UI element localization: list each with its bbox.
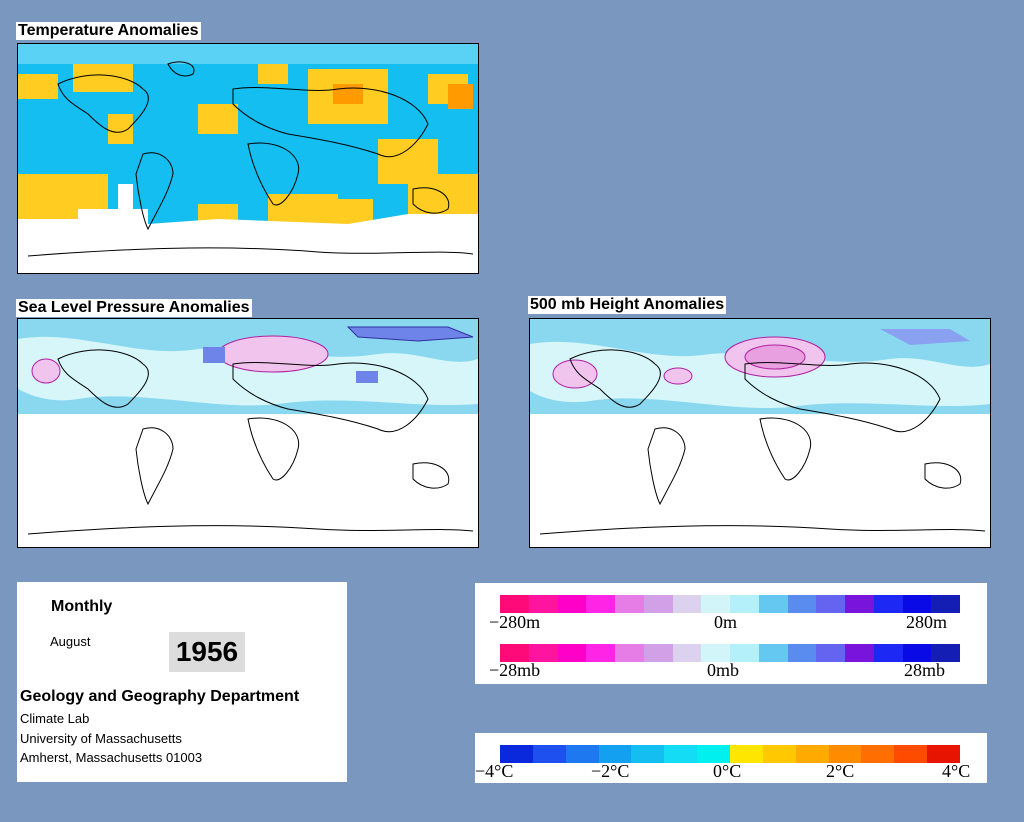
height-swatch-3	[586, 595, 615, 613]
pressure-label-max: 28mb	[904, 660, 946, 680]
temp-swatch-1	[532, 745, 566, 763]
height-swatch-8	[730, 595, 759, 613]
height-swatch-1	[528, 595, 558, 613]
address-label: Amherst, Massachusetts 01003	[20, 750, 203, 765]
height-swatch-2	[557, 595, 587, 613]
pressure-swatch-2	[557, 644, 587, 662]
temp-label-4: 4°C	[942, 761, 971, 781]
pressure-colorbar	[500, 644, 960, 662]
height-swatch-11	[816, 595, 845, 613]
temp-swatch-0	[500, 745, 533, 763]
pressure-swatch-12	[845, 644, 874, 662]
height-pressure-legend: −280m 0m 280m −28mb 0mb 28mb	[475, 583, 987, 684]
pressure-swatch-4	[615, 644, 644, 662]
pressure-swatch-15	[931, 644, 960, 662]
temperature-map	[17, 43, 479, 274]
height-swatch-7	[701, 595, 730, 613]
temp-swatch-7	[730, 745, 763, 763]
period-label: Monthly	[51, 598, 113, 615]
pressure-swatch-13	[873, 644, 903, 662]
height-colorbar	[500, 595, 960, 613]
temp-swatch-12	[894, 745, 928, 763]
temp-label-0: −4°C	[475, 761, 514, 781]
pressure-swatch-9	[758, 644, 788, 662]
pressure-swatch-10	[787, 644, 817, 662]
temp-swatch-5	[664, 745, 698, 763]
height-swatch-4	[615, 595, 644, 613]
temp-swatch-11	[861, 745, 895, 763]
temperature-legend: −4°C −2°C 0°C 2°C 4°C	[475, 733, 987, 783]
pressure-swatch-3	[586, 644, 615, 662]
info-panel: Monthly August 1956 Geology and Geograph…	[17, 582, 347, 782]
temp-swatch-9	[795, 745, 829, 763]
year-label: 1956	[169, 632, 245, 672]
pressure-label-min: −28mb	[489, 660, 541, 680]
temp-swatch-8	[762, 745, 796, 763]
height-swatch-15	[931, 595, 960, 613]
height-swatch-5	[643, 595, 673, 613]
pressure-swatch-1	[528, 644, 558, 662]
height-swatch-14	[902, 595, 932, 613]
temp-label-1: −2°C	[591, 761, 630, 781]
pressure-swatch-7	[701, 644, 730, 662]
height-swatch-13	[873, 595, 903, 613]
university-label: University of Massachusetts	[20, 731, 182, 746]
temp-swatch-6	[697, 745, 731, 763]
slp-map	[17, 318, 479, 548]
department-label: Geology and Geography Department	[20, 688, 300, 705]
height-map	[529, 318, 991, 548]
temp-swatch-2	[565, 745, 599, 763]
temp-swatch-10	[828, 745, 862, 763]
month-label: August	[50, 634, 91, 649]
height-swatch-12	[845, 595, 874, 613]
temp-label-2: 0°C	[713, 761, 742, 781]
height-label-max: 280m	[906, 612, 948, 632]
pressure-swatch-6	[672, 644, 702, 662]
height-swatch-6	[672, 595, 702, 613]
pressure-swatch-5	[643, 644, 673, 662]
temperature-map-title: Temperature Anomalies	[16, 22, 201, 40]
temp-swatch-4	[631, 745, 665, 763]
temp-label-3: 2°C	[826, 761, 855, 781]
height-label-min: −280m	[489, 612, 541, 632]
pressure-swatch-0	[500, 644, 529, 662]
pressure-swatch-8	[730, 644, 759, 662]
slp-map-title: Sea Level Pressure Anomalies	[16, 299, 252, 317]
lab-label: Climate Lab	[20, 711, 90, 726]
pressure-swatch-11	[816, 644, 845, 662]
temperature-colorbar	[500, 745, 961, 763]
temp-swatch-13	[927, 745, 961, 763]
pressure-label-mid: 0mb	[707, 660, 740, 680]
temp-swatch-3	[598, 745, 632, 763]
height-swatch-9	[758, 595, 788, 613]
pressure-swatch-14	[902, 644, 932, 662]
height-swatch-10	[787, 595, 817, 613]
height-map-title: 500 mb Height Anomalies	[528, 296, 727, 314]
height-label-mid: 0m	[714, 612, 738, 632]
height-swatch-0	[500, 595, 529, 613]
